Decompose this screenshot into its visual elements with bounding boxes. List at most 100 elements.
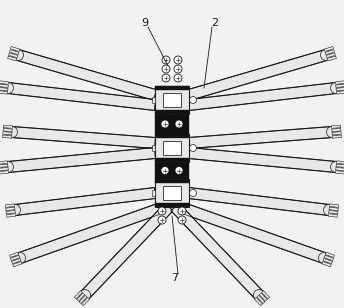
- Text: 9: 9: [141, 18, 149, 28]
- Polygon shape: [335, 81, 344, 84]
- Bar: [152, 97, 155, 103]
- Polygon shape: [0, 164, 8, 168]
- Circle shape: [162, 74, 170, 82]
- Bar: [155, 114, 189, 134]
- Polygon shape: [12, 258, 21, 264]
- Bar: [163, 141, 181, 155]
- Polygon shape: [3, 125, 12, 128]
- Polygon shape: [332, 128, 341, 132]
- Polygon shape: [326, 53, 335, 58]
- Circle shape: [321, 50, 332, 60]
- Polygon shape: [2, 135, 12, 138]
- Bar: [155, 86, 189, 90]
- Polygon shape: [171, 203, 263, 299]
- Polygon shape: [178, 202, 326, 263]
- Circle shape: [319, 253, 330, 264]
- Circle shape: [161, 167, 169, 175]
- Polygon shape: [322, 261, 331, 267]
- Polygon shape: [259, 293, 267, 301]
- Polygon shape: [6, 207, 15, 211]
- Circle shape: [326, 127, 337, 137]
- Polygon shape: [8, 148, 155, 172]
- Polygon shape: [8, 56, 17, 61]
- Polygon shape: [336, 161, 344, 164]
- Polygon shape: [189, 83, 337, 111]
- Polygon shape: [262, 291, 270, 299]
- Circle shape: [190, 189, 196, 197]
- Circle shape: [14, 253, 25, 264]
- Polygon shape: [332, 135, 342, 138]
- Circle shape: [331, 83, 342, 94]
- Circle shape: [2, 161, 13, 172]
- Polygon shape: [77, 293, 85, 301]
- Circle shape: [190, 96, 196, 103]
- Polygon shape: [332, 125, 341, 128]
- Polygon shape: [0, 161, 8, 164]
- Bar: [155, 158, 189, 162]
- Polygon shape: [7, 83, 155, 111]
- Bar: [155, 134, 189, 138]
- Polygon shape: [0, 171, 9, 174]
- Polygon shape: [3, 128, 12, 132]
- Polygon shape: [0, 91, 8, 94]
- Circle shape: [323, 205, 334, 216]
- Polygon shape: [0, 168, 8, 171]
- Circle shape: [79, 290, 90, 301]
- Polygon shape: [257, 295, 265, 303]
- Text: 7: 7: [171, 273, 179, 283]
- Polygon shape: [336, 91, 344, 94]
- Polygon shape: [0, 81, 9, 84]
- Polygon shape: [324, 47, 334, 51]
- Polygon shape: [10, 50, 19, 55]
- Polygon shape: [5, 204, 14, 207]
- Bar: [155, 203, 189, 207]
- Circle shape: [178, 216, 186, 224]
- Polygon shape: [17, 50, 157, 100]
- Bar: [155, 162, 189, 179]
- Circle shape: [10, 205, 21, 216]
- Polygon shape: [11, 255, 20, 261]
- Polygon shape: [13, 261, 22, 267]
- Bar: [163, 93, 181, 107]
- Polygon shape: [9, 252, 19, 257]
- Circle shape: [175, 120, 183, 128]
- Polygon shape: [10, 47, 20, 51]
- Circle shape: [331, 161, 342, 172]
- Polygon shape: [324, 255, 333, 261]
- Text: 2: 2: [212, 18, 218, 28]
- Polygon shape: [328, 214, 337, 217]
- Bar: [163, 186, 181, 200]
- Polygon shape: [188, 188, 330, 216]
- Polygon shape: [18, 202, 166, 263]
- Circle shape: [190, 144, 196, 152]
- Bar: [152, 145, 155, 151]
- Polygon shape: [327, 56, 336, 61]
- Polygon shape: [336, 84, 344, 87]
- Polygon shape: [329, 207, 338, 211]
- Circle shape: [174, 74, 182, 82]
- Polygon shape: [0, 87, 8, 91]
- Circle shape: [254, 290, 265, 301]
- Polygon shape: [189, 127, 332, 148]
- Bar: [155, 179, 189, 207]
- Polygon shape: [336, 168, 344, 171]
- Polygon shape: [330, 204, 339, 207]
- Bar: [152, 190, 155, 196]
- Circle shape: [158, 216, 166, 224]
- Polygon shape: [336, 87, 344, 91]
- Polygon shape: [82, 298, 89, 306]
- Polygon shape: [74, 291, 82, 299]
- Bar: [155, 86, 189, 114]
- Polygon shape: [336, 164, 344, 168]
- Circle shape: [7, 127, 18, 137]
- Circle shape: [178, 207, 186, 215]
- Polygon shape: [81, 203, 173, 299]
- Circle shape: [158, 207, 166, 215]
- Polygon shape: [14, 188, 156, 216]
- Polygon shape: [187, 50, 327, 100]
- Circle shape: [161, 120, 169, 128]
- Polygon shape: [7, 214, 16, 217]
- Circle shape: [162, 56, 170, 64]
- Polygon shape: [0, 84, 8, 87]
- Polygon shape: [323, 258, 332, 264]
